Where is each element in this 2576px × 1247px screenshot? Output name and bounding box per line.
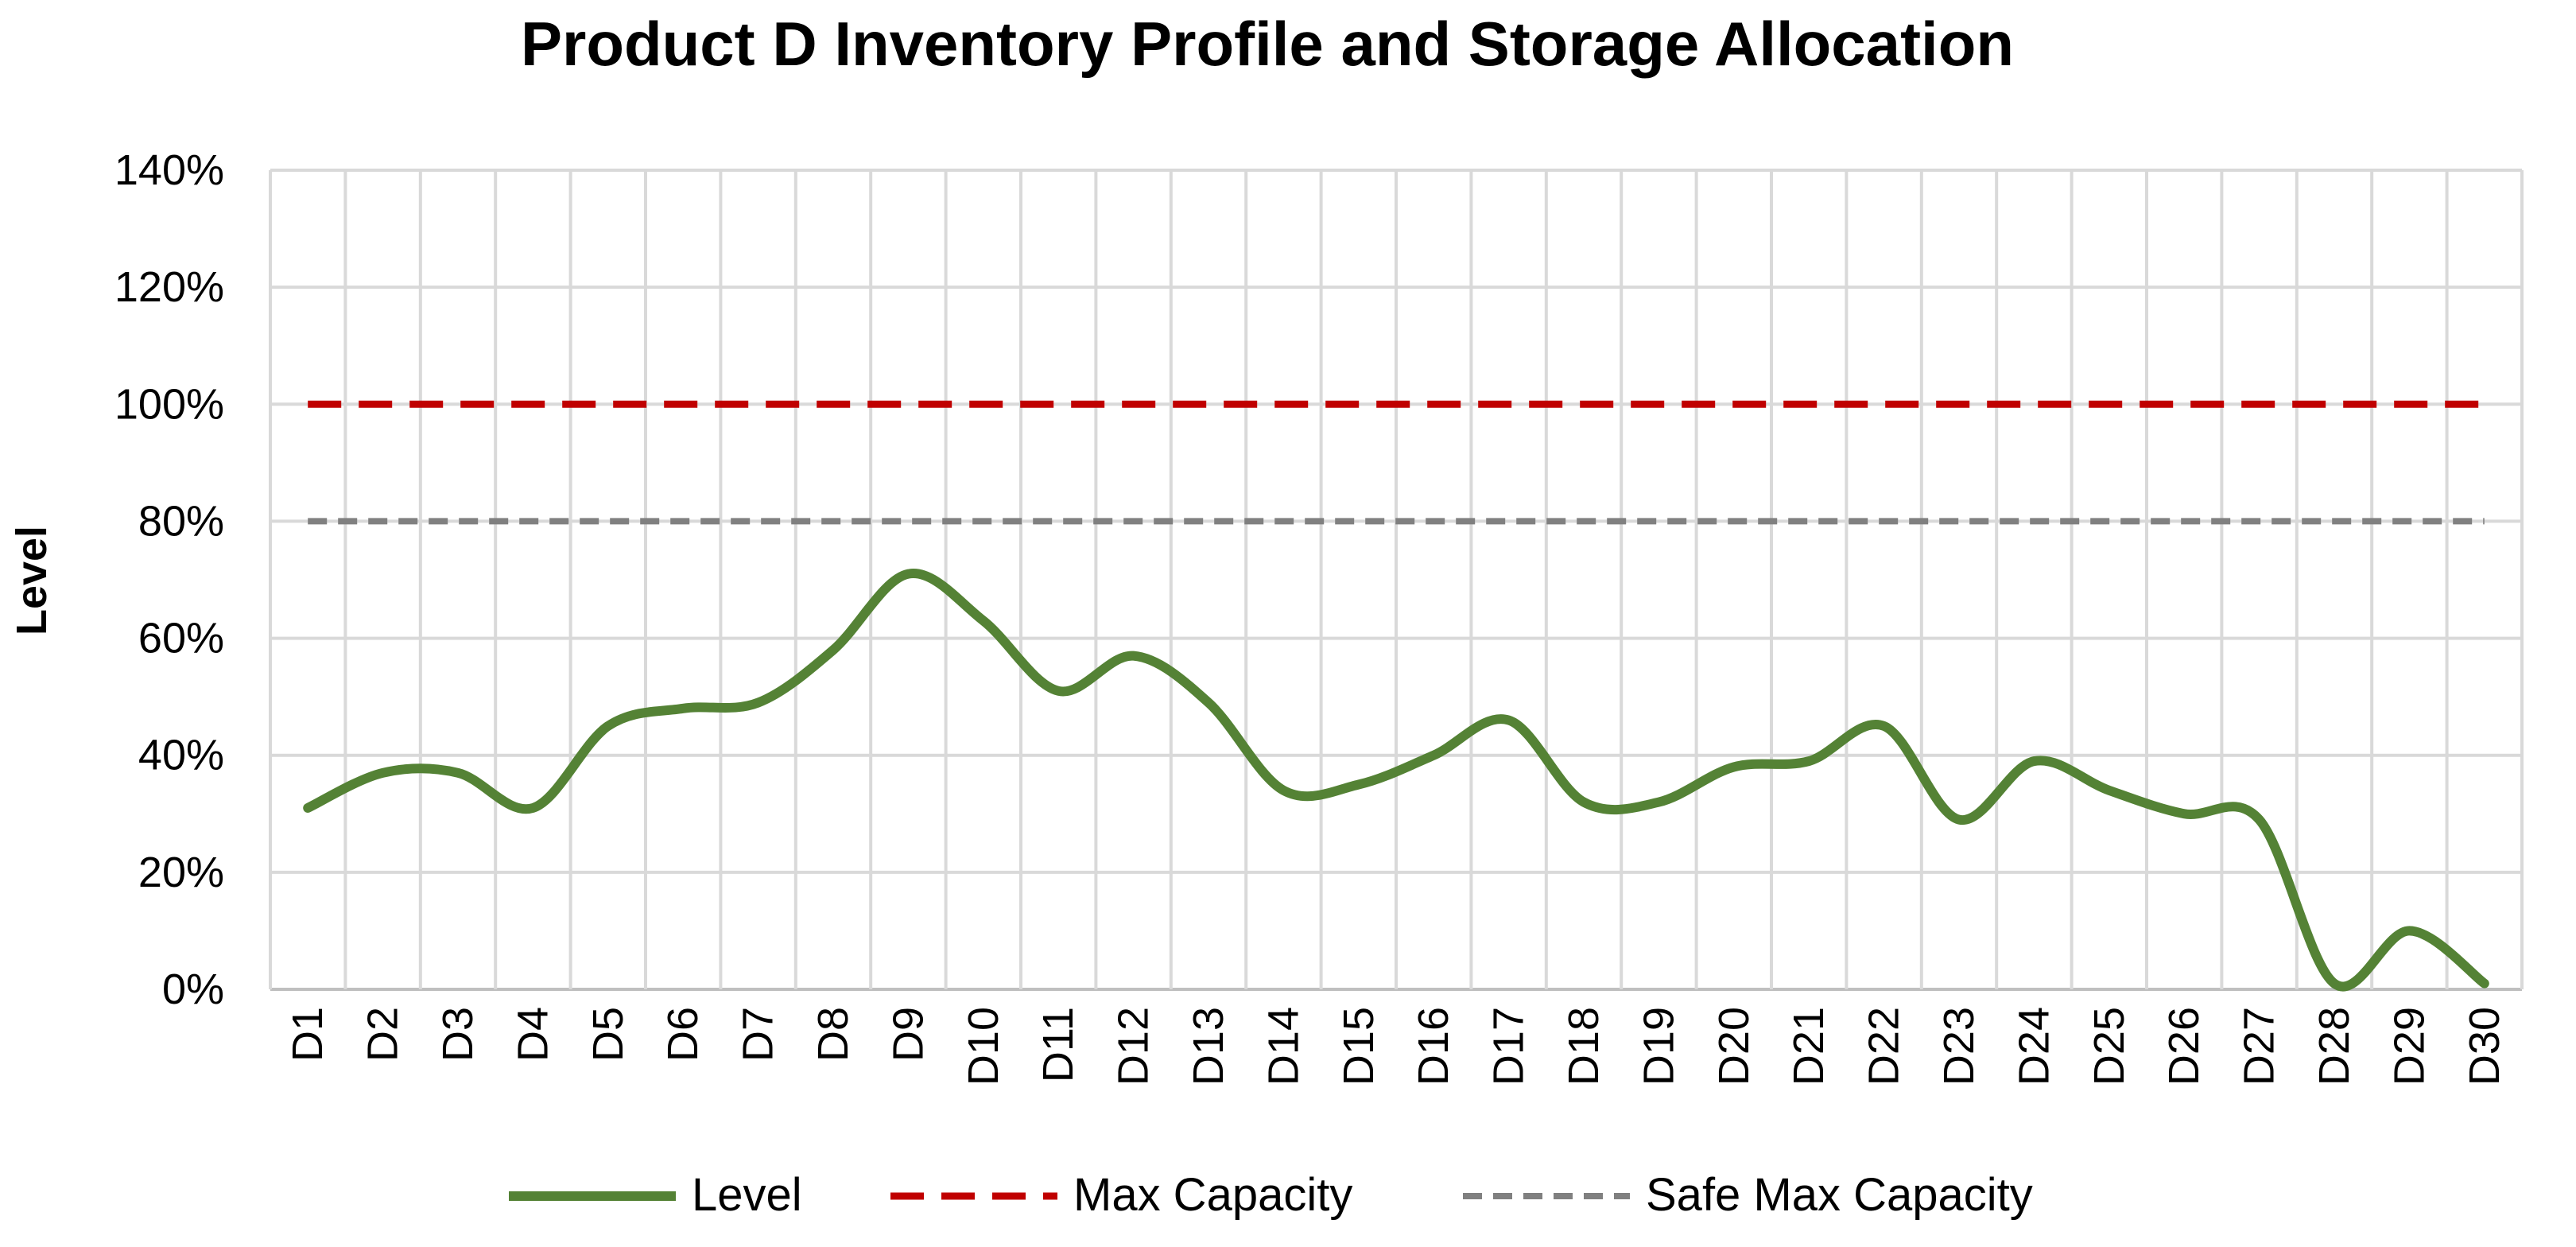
x-tick-label: D7 bbox=[735, 1007, 782, 1062]
legend: Level Max Capacity Safe Max Capacity bbox=[509, 1169, 2033, 1221]
legend-label-level: Level bbox=[692, 1169, 802, 1221]
grid-layer bbox=[269, 169, 2524, 991]
x-tick-label: D26 bbox=[2160, 1007, 2208, 1086]
x-tick-label: D24 bbox=[2010, 1007, 2058, 1086]
legend-label-safe-max-capacity: Safe Max Capacity bbox=[1646, 1169, 2033, 1221]
x-tick-label: D1 bbox=[284, 1007, 332, 1062]
series-line-level bbox=[303, 569, 2489, 992]
legend-item-safe-max-capacity: Safe Max Capacity bbox=[1463, 1169, 2033, 1221]
y-tick-label: 60% bbox=[138, 615, 224, 662]
x-tick-label: D9 bbox=[884, 1007, 932, 1062]
legend-item-max-capacity: Max Capacity bbox=[890, 1169, 1352, 1221]
x-tick-label: D11 bbox=[1034, 1007, 1082, 1082]
y-tick-label: 20% bbox=[138, 849, 224, 896]
legend-label-max-capacity: Max Capacity bbox=[1073, 1169, 1352, 1221]
x-tick-label: D10 bbox=[960, 1007, 1007, 1086]
x-tick-label: D22 bbox=[1860, 1007, 1908, 1086]
y-tick-label: 140% bbox=[114, 146, 224, 194]
x-tick-label: D8 bbox=[809, 1007, 857, 1062]
x-tick-label: D19 bbox=[1635, 1007, 1682, 1086]
x-tick-label: D27 bbox=[2236, 1007, 2283, 1086]
x-tick-label: D2 bbox=[359, 1007, 407, 1062]
y-tick-label: 40% bbox=[138, 732, 224, 779]
x-tick-label: D21 bbox=[1785, 1007, 1833, 1086]
x-tick-label: D4 bbox=[509, 1007, 557, 1062]
y-tick-labels: 0% 20% 40% 60% 80% 100% 120% 140% bbox=[114, 146, 224, 1013]
y-tick-label: 0% bbox=[162, 965, 224, 1013]
x-tick-label: D20 bbox=[1710, 1007, 1758, 1086]
chart-title: Product D Inventory Profile and Storage … bbox=[521, 9, 2014, 79]
x-tick-label: D17 bbox=[1485, 1007, 1533, 1086]
legend-item-level: Level bbox=[509, 1169, 802, 1221]
series-layer bbox=[303, 400, 2489, 992]
x-tick-label: D13 bbox=[1185, 1007, 1232, 1086]
y-axis-label: Level bbox=[8, 526, 56, 635]
y-tick-label: 100% bbox=[114, 380, 224, 428]
x-tick-labels: D1 D2 D3 D4 D5 D6 D7 D8 D9 D10 D11 D12 D13 D14 D15 D16 D… bbox=[284, 1007, 2508, 1086]
x-tick-label: D18 bbox=[1560, 1007, 1608, 1086]
x-tick-label: D29 bbox=[2385, 1007, 2433, 1086]
x-tick-label: D12 bbox=[1110, 1007, 1158, 1086]
x-tick-label: D5 bbox=[584, 1007, 632, 1062]
x-tick-label: D25 bbox=[2085, 1007, 2133, 1086]
x-tick-label: D23 bbox=[1935, 1007, 1983, 1086]
x-tick-label: D16 bbox=[1410, 1007, 1457, 1086]
x-tick-label: D15 bbox=[1335, 1007, 1383, 1086]
x-tick-label: D6 bbox=[659, 1007, 707, 1062]
x-tick-label: D28 bbox=[2310, 1007, 2358, 1086]
y-tick-label: 80% bbox=[138, 497, 224, 545]
x-tick-label: D3 bbox=[434, 1007, 482, 1062]
y-tick-label: 120% bbox=[114, 263, 224, 311]
x-tick-label: D30 bbox=[2461, 1007, 2508, 1086]
x-tick-label: D14 bbox=[1259, 1007, 1307, 1086]
